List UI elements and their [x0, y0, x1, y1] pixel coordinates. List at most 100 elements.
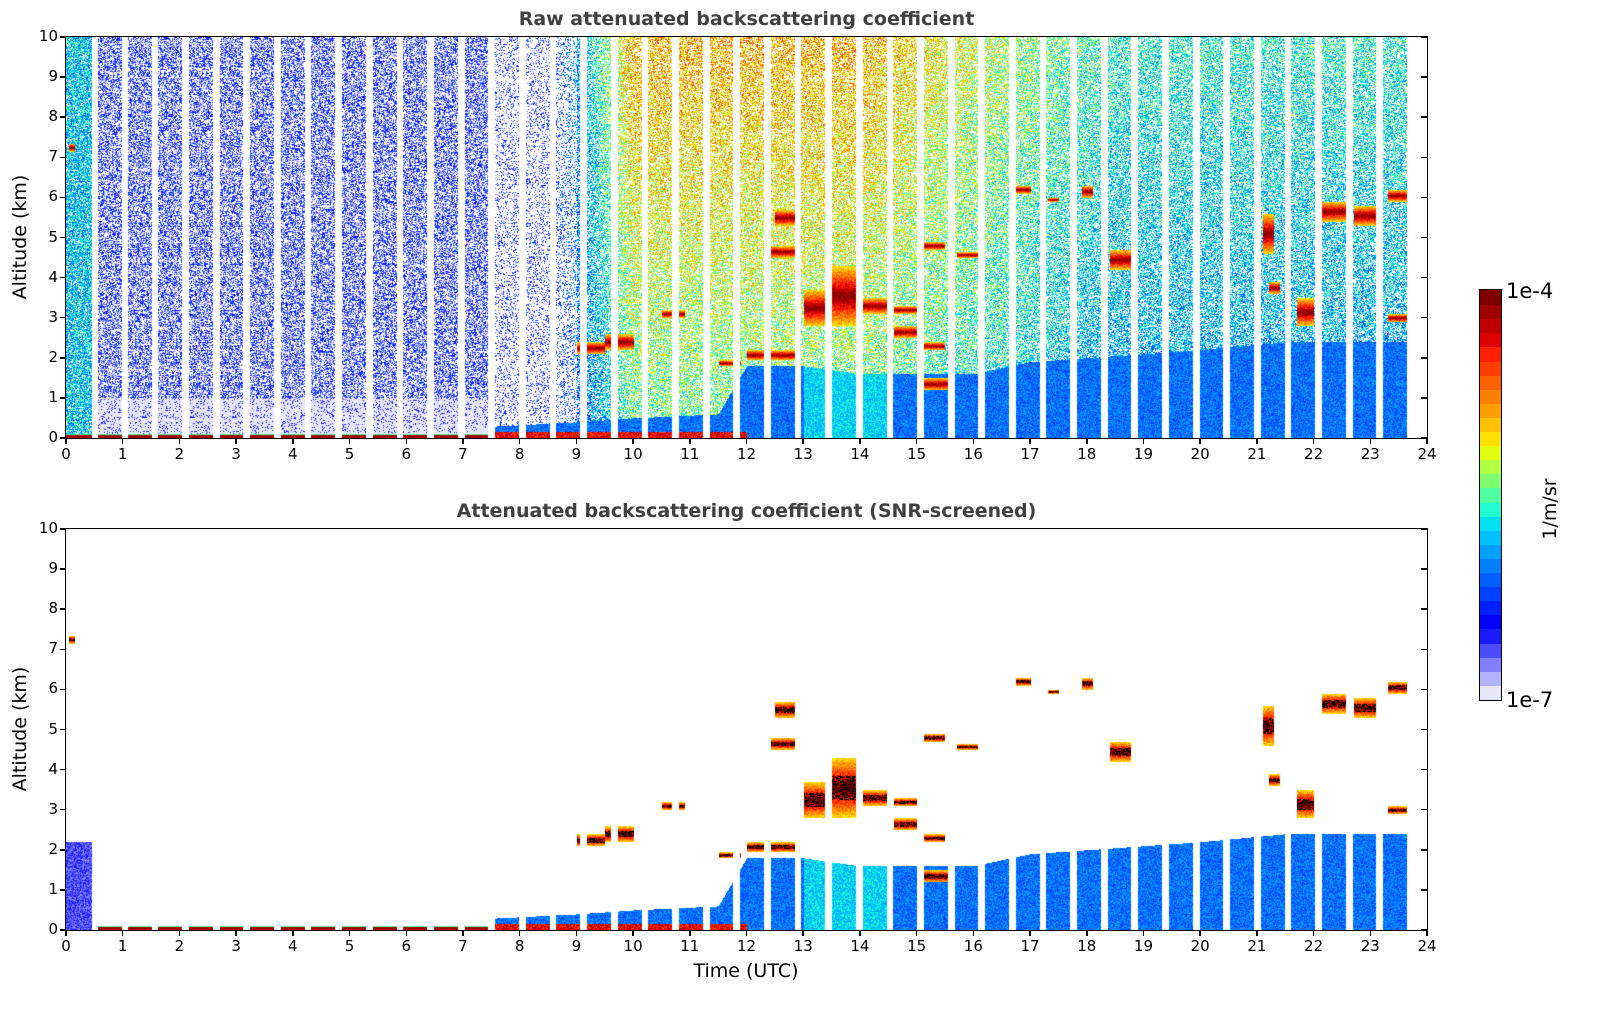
x-tick	[745, 930, 748, 936]
y-tick	[60, 728, 66, 731]
y-tick	[60, 568, 66, 570]
colorbar-segment	[1480, 346, 1501, 362]
y-tick-label: 3	[48, 307, 58, 326]
x-tick-label: 14	[850, 937, 870, 955]
x-tick	[972, 438, 975, 444]
x-tick	[689, 438, 691, 444]
y-tick-right	[1421, 357, 1427, 359]
x-tick	[65, 438, 67, 444]
panel-title-raw: Raw attenuated backscattering coefficien…	[518, 8, 975, 30]
x-tick	[292, 438, 294, 444]
y-tick-label: 4	[48, 267, 58, 286]
x-tick-label: 21	[1247, 445, 1267, 463]
x-tick	[1312, 930, 1315, 936]
x-tick	[235, 438, 237, 444]
y-tick-label: 0	[48, 920, 58, 938]
colorbar-segment	[1480, 304, 1501, 320]
x-tick	[121, 438, 124, 444]
x-tick	[518, 438, 521, 444]
x-tick	[405, 930, 407, 936]
x-tick-label: 13	[793, 445, 813, 463]
y-tick-right	[1421, 608, 1427, 610]
x-tick	[1086, 930, 1088, 936]
colorbar-segment	[1480, 459, 1501, 475]
x-tick	[575, 930, 578, 936]
x-tick	[1142, 930, 1145, 936]
x-tick-label: 9	[571, 937, 582, 955]
y-tick-right	[1421, 808, 1427, 811]
x-tick	[121, 930, 124, 936]
y-tick	[60, 849, 66, 851]
colorbar-segment	[1480, 671, 1501, 686]
x-tick	[235, 930, 237, 936]
y-tick-label: 2	[48, 347, 58, 366]
colorbar-segment	[1480, 586, 1501, 602]
colorbar-segment	[1480, 332, 1501, 348]
x-tick	[632, 930, 634, 936]
x-tick-label: 3	[231, 937, 241, 955]
y-tick	[60, 116, 66, 118]
y-tick	[60, 889, 66, 891]
y-tick	[60, 276, 66, 279]
panel-title-snr: Attenuated backscattering coefficient (S…	[456, 500, 1037, 522]
y-tick	[60, 437, 66, 439]
y-tick	[60, 528, 66, 530]
x-tick-label: 17	[1020, 445, 1040, 463]
x-tick-label: 4	[288, 445, 298, 463]
colorbar-segment	[1480, 360, 1501, 376]
x-tick	[518, 930, 521, 936]
heatmap-snr	[66, 529, 1427, 930]
y-tick	[60, 608, 66, 610]
x-tick	[462, 438, 464, 444]
y-tick-right	[1421, 568, 1427, 570]
y-tick	[60, 929, 66, 931]
y-tick	[60, 236, 66, 239]
y-tick-right	[1421, 76, 1427, 78]
x-tick	[802, 438, 804, 444]
y-tick-label: 3	[48, 799, 58, 818]
y-tick-right	[1421, 36, 1427, 38]
x-tick	[1369, 930, 1372, 936]
y-tick-right	[1421, 849, 1427, 851]
x-tick	[405, 438, 407, 444]
y-tick-right	[1421, 889, 1427, 891]
y-tick-label: 9	[48, 67, 58, 86]
y-tick-right	[1421, 316, 1427, 319]
x-tick	[1199, 930, 1201, 936]
colorbar-segment	[1480, 501, 1501, 517]
y-tick	[60, 76, 66, 78]
x-tick-label: 19	[1133, 937, 1153, 955]
y-tick	[60, 648, 66, 651]
x-tick-label: 2	[174, 937, 185, 955]
colorbar-segment	[1480, 628, 1501, 644]
y-tick-right	[1421, 437, 1427, 439]
x-tick-label: 6	[401, 937, 412, 955]
colorbar-units-label: 1/m/sr	[1539, 478, 1561, 540]
y-tick	[60, 357, 66, 359]
y-tick	[60, 156, 66, 159]
x-tick	[802, 930, 804, 936]
y-tick-right	[1421, 728, 1427, 731]
x-tick-label: 5	[344, 937, 355, 955]
y-tick-right	[1421, 648, 1427, 651]
x-tick-label: 8	[514, 445, 525, 463]
y-tick-right	[1421, 528, 1427, 530]
x-tick	[1029, 438, 1031, 444]
y-tick-label: 7	[48, 639, 58, 658]
colorbar-segment	[1480, 685, 1501, 700]
x-tick-label: 19	[1133, 445, 1153, 463]
x-tick-label: 11	[680, 445, 700, 463]
x-tick	[915, 930, 918, 936]
x-tick-label: 8	[514, 937, 525, 955]
x-tick-label: 24	[1417, 445, 1437, 463]
colorbar-segment	[1480, 417, 1501, 433]
colorbar-segment	[1480, 558, 1501, 574]
x-tick	[1426, 930, 1428, 936]
y-tick	[60, 196, 66, 199]
y-tick	[60, 316, 66, 319]
y-axis-label-snr: Altitude (km)	[9, 666, 31, 792]
colorbar-segment	[1480, 473, 1501, 489]
x-tick-label: 10	[623, 937, 643, 955]
colorbar	[1479, 289, 1502, 701]
x-tick	[1426, 438, 1428, 444]
